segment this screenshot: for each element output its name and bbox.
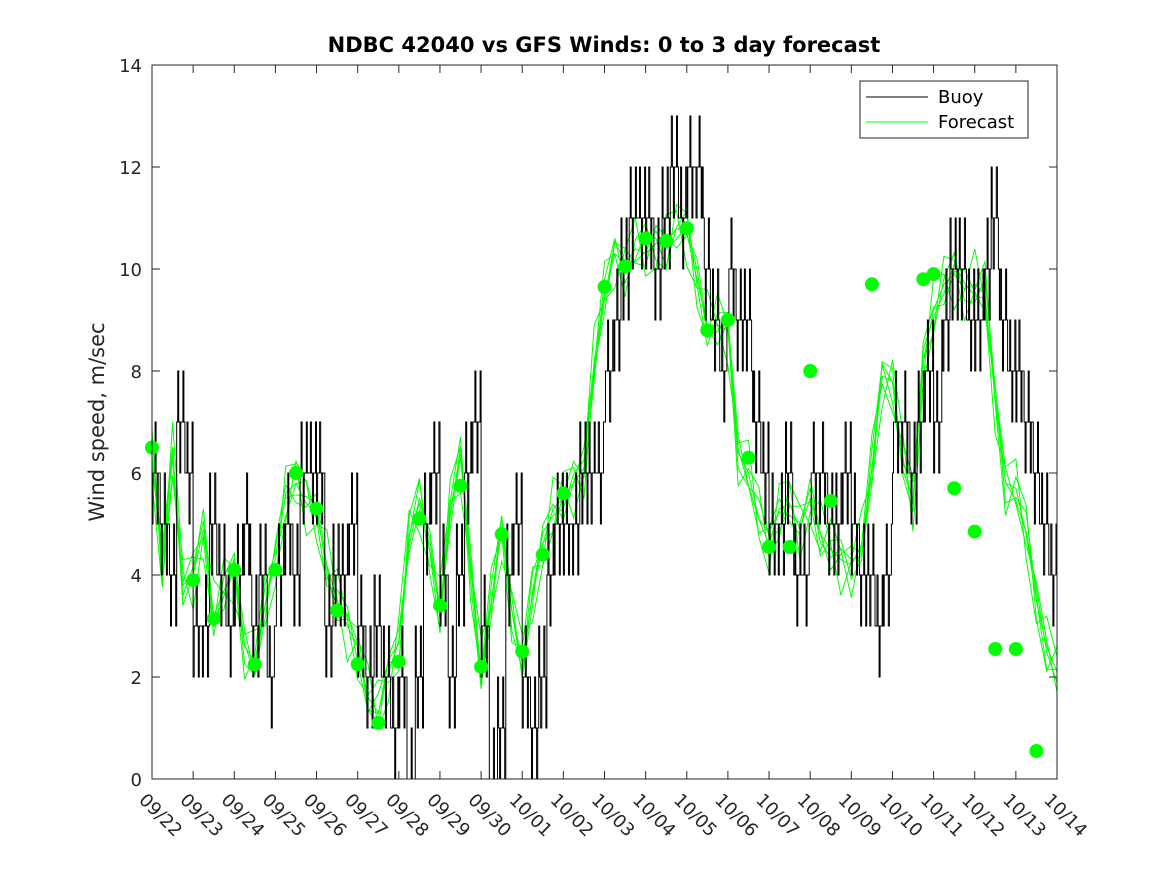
- y-tick-label: 10: [119, 260, 142, 281]
- analysis-dot: [864, 277, 879, 292]
- analysis-dot: [720, 313, 735, 327]
- analysis-dot: [988, 642, 1003, 656]
- analysis-dot: [494, 527, 509, 542]
- analysis-dot: [433, 598, 447, 613]
- y-tick-label: 2: [131, 668, 142, 689]
- legend-forecast-label: Forecast: [938, 112, 1014, 133]
- analysis-dot: [412, 511, 427, 526]
- analysis-dot: [186, 573, 201, 588]
- chart-title: NDBC 42040 vs GFS Winds: 0 to 3 day fore…: [328, 33, 881, 57]
- y-tick-label: 8: [131, 362, 142, 383]
- legend-buoy-label: Buoy: [938, 87, 984, 108]
- buoy-series-line: [152, 115, 1058, 780]
- analysis-dot: [618, 259, 633, 274]
- analysis-dot: [659, 233, 674, 248]
- analysis-dot: [638, 231, 653, 246]
- y-tick-label: 14: [119, 56, 142, 77]
- analysis-dot: [474, 659, 489, 674]
- y-tick-label: 6: [131, 464, 142, 485]
- analysis-dot: [967, 524, 982, 539]
- legend-box: [859, 80, 1029, 139]
- analysis-dot: [535, 547, 550, 562]
- analysis-dot: [782, 540, 797, 554]
- analysis-dot: [597, 279, 612, 294]
- analysis-dot: [309, 501, 324, 516]
- y-axis-label: Wind speed, m/sec: [85, 322, 109, 521]
- analysis-dot: [803, 364, 818, 378]
- analysis-dot: [1008, 642, 1023, 656]
- y-tick-label: 12: [119, 158, 142, 179]
- analysis-dot: [350, 657, 365, 672]
- y-tick-label: 0: [131, 770, 142, 791]
- analysis-dot: [762, 540, 776, 554]
- analysis-dot: [556, 486, 571, 501]
- analysis-dot: [289, 466, 303, 480]
- analysis-dot: [515, 644, 530, 659]
- analysis-dot: [741, 450, 756, 465]
- analysis-dot: [926, 267, 941, 282]
- analysis-dot: [268, 562, 283, 577]
- analysis-dot: [330, 603, 345, 618]
- analysis-dot: [371, 715, 386, 730]
- analysis-dot: [947, 481, 962, 496]
- analysis-dot: [679, 221, 694, 236]
- analysis-dot: [206, 611, 221, 626]
- analysis-dot: [823, 494, 838, 509]
- legend: Buoy Forecast: [859, 80, 1029, 139]
- analysis-dot: [247, 657, 262, 672]
- buoy-line: [152, 115, 1058, 780]
- analysis-dot: [391, 654, 406, 669]
- analysis-dot: [700, 323, 715, 338]
- analysis-dot: [1029, 744, 1044, 758]
- y-axis-ticks: 0 2 4 6 8 10 12 14: [119, 56, 1057, 791]
- forecast-analysis-dots: [145, 221, 1044, 758]
- y-tick-label: 4: [131, 566, 142, 587]
- analysis-dot: [227, 562, 242, 577]
- analysis-dot: [453, 478, 468, 493]
